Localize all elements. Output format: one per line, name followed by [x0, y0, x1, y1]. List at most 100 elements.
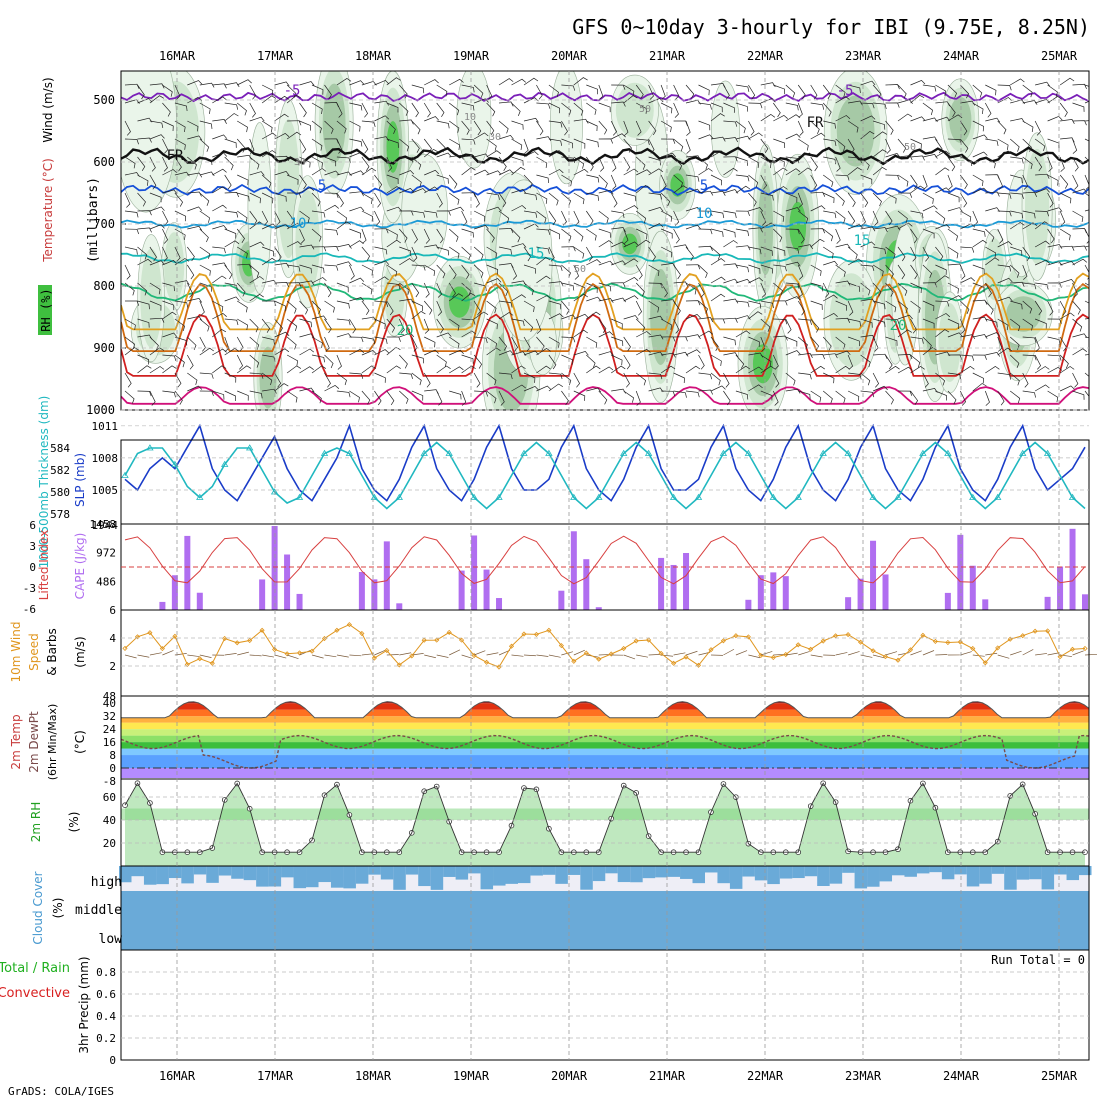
- rh2m-axis-label: 2m RH: [29, 802, 43, 843]
- wind-barb: [174, 354, 185, 368]
- wind-barb: [249, 390, 263, 399]
- wind-axis-label: Wind (m/s): [41, 77, 55, 142]
- wind-barb: [324, 300, 335, 313]
- wind-barb: [336, 300, 350, 309]
- wind-barb: [611, 133, 626, 140]
- wind-barb: [823, 260, 838, 266]
- wind-barb: [586, 365, 601, 374]
- wind-barb: [436, 138, 446, 153]
- wind-barb: [685, 365, 701, 374]
- wind-barb: [960, 334, 976, 339]
- temp-tick-label: 0: [109, 762, 116, 775]
- thickness-point: [570, 493, 578, 500]
- pressure-axis-label: (millibars): [86, 177, 101, 263]
- wind-barb: [897, 264, 906, 280]
- wind-barb: [286, 210, 295, 226]
- wind-barb: [299, 280, 315, 286]
- wind-barb: [835, 156, 841, 172]
- wind-barb: [785, 318, 792, 334]
- wind-barb: [486, 84, 493, 100]
- wind-barb: [860, 354, 871, 368]
- pressure-tick-label: 1000: [86, 403, 115, 417]
- wind-barb: [461, 84, 475, 93]
- wind-barb: [361, 120, 376, 127]
- wind-barb: [548, 84, 559, 98]
- wind-barb: [598, 228, 611, 238]
- wind-barb: [536, 257, 551, 266]
- wind-barb: [685, 224, 701, 230]
- wind-barb: [1059, 312, 1075, 320]
- wind-barb: [623, 258, 639, 266]
- wind-barb: [361, 167, 377, 176]
- wind-barb: [623, 95, 638, 104]
- wind-barb: [847, 246, 858, 260]
- wind-barb: [162, 138, 169, 154]
- wind-barb: [935, 116, 951, 122]
- surface-wind-barb: [1035, 653, 1048, 656]
- wind-barb: [1034, 354, 1042, 370]
- li-tick-label: 6: [29, 519, 36, 532]
- wind-barb: [648, 97, 664, 104]
- wind-barb: [1059, 102, 1068, 117]
- wind-barb: [399, 156, 414, 163]
- wind-speed-point: [945, 639, 951, 646]
- wind-barb: [1047, 354, 1062, 361]
- wind-barb: [162, 332, 178, 338]
- wind-speed-point: [384, 647, 390, 654]
- wind-barb: [586, 138, 599, 148]
- wind-barb: [1072, 156, 1079, 172]
- wind-barb: [922, 228, 935, 239]
- cloud-high-bar: [405, 866, 419, 875]
- wind-barb: [561, 174, 572, 187]
- wind-barb: [760, 390, 773, 401]
- wind-barb: [286, 222, 302, 230]
- wind-barb: [124, 318, 136, 330]
- surface-wind-barb: [997, 654, 1010, 659]
- wind-barb: [847, 167, 862, 176]
- cape-bar: [483, 569, 490, 610]
- wind-barb: [860, 282, 871, 296]
- wind-barb: [598, 84, 604, 100]
- wind-barb: [573, 390, 586, 401]
- wind-barb: [324, 84, 332, 100]
- wind-barb: [237, 154, 252, 160]
- wind-barb: [461, 246, 471, 260]
- wind-barb: [498, 120, 509, 134]
- thickness-point: [794, 493, 802, 500]
- thickness-point: [420, 449, 428, 456]
- wind-barb: [199, 102, 211, 114]
- wind-barb: [386, 390, 395, 406]
- wind-barb: [772, 390, 779, 406]
- wind-barb: [872, 84, 882, 99]
- wind-barb: [249, 372, 264, 379]
- wind-barb: [710, 258, 726, 266]
- x-tick-label-top: 17MAR: [257, 49, 294, 63]
- wind-barb: [635, 184, 650, 194]
- wind-barb: [760, 318, 771, 332]
- wind-barb: [723, 228, 736, 238]
- wind-barb: [997, 210, 1012, 217]
- wind-barb: [710, 228, 724, 237]
- cape-bar: [271, 525, 278, 610]
- wind-barb: [386, 138, 399, 148]
- wind-barb: [324, 318, 332, 334]
- wind-barb: [162, 259, 178, 266]
- wind-barb: [473, 98, 489, 104]
- wind-barb: [885, 192, 897, 204]
- wind-barb: [773, 156, 785, 167]
- wind-barb: [498, 390, 505, 406]
- wind-barb: [897, 155, 913, 161]
- wind-barb: [237, 390, 249, 401]
- wind-barb: [922, 264, 933, 279]
- wind-barb: [274, 318, 283, 333]
- wind-barb: [997, 336, 1003, 352]
- wind-barb: [785, 133, 801, 140]
- wind-barb: [486, 228, 495, 243]
- wind-barb: [523, 117, 539, 123]
- wind-barb: [698, 210, 713, 217]
- wind-speed-point: [907, 647, 914, 653]
- wind-barb: [561, 138, 574, 149]
- wind-barb: [311, 210, 326, 218]
- wind-barb: [772, 372, 780, 388]
- surface-wind-barb: [735, 650, 748, 656]
